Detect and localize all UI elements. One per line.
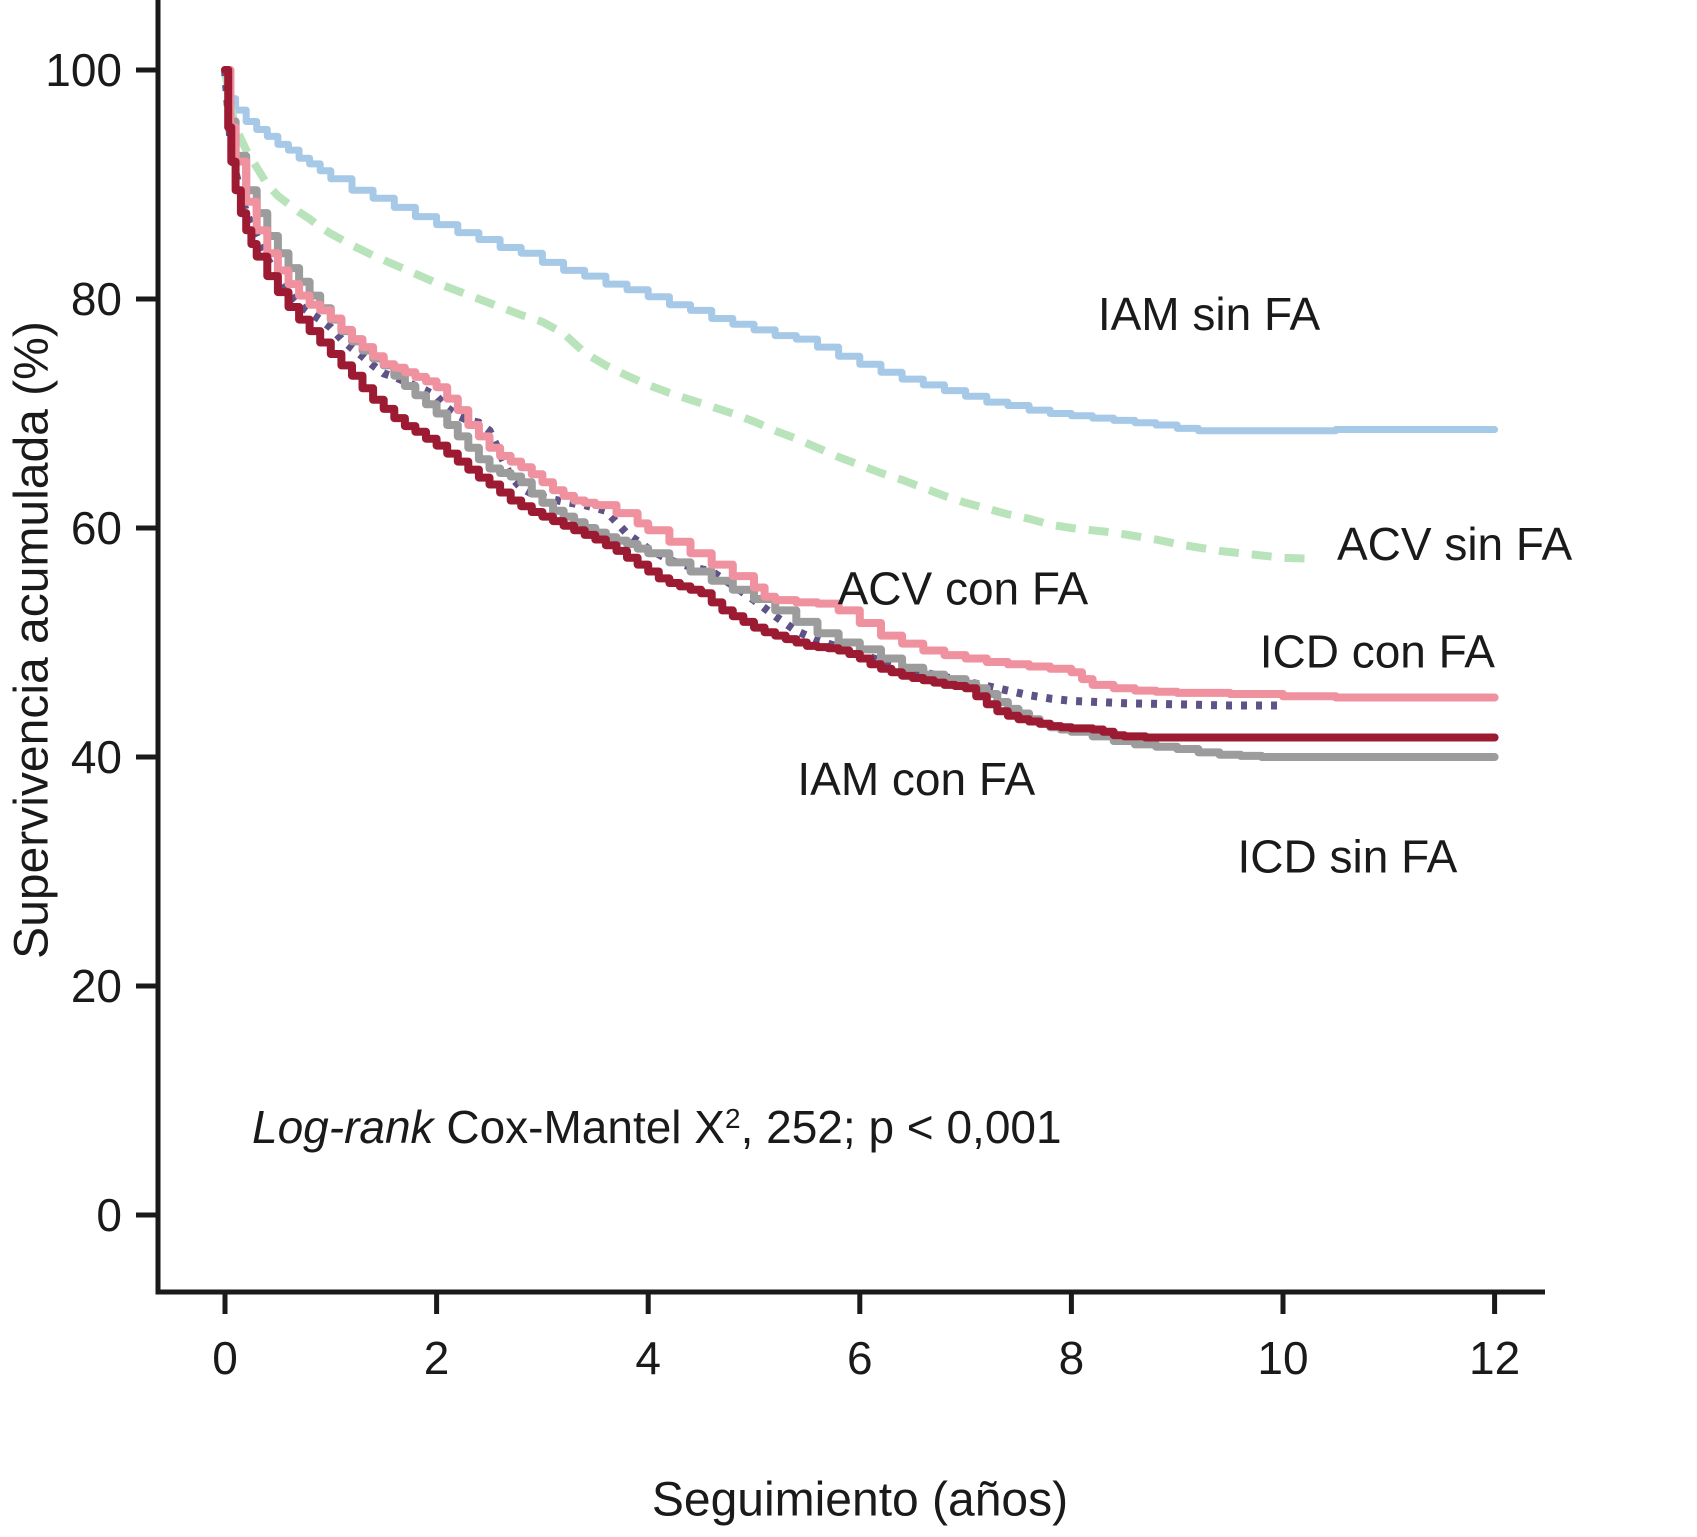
series-line-iam-sin-fa <box>221 66 1499 435</box>
series-label-acv-sin-fa: ACV sin FA <box>1337 518 1573 570</box>
y-axis-title: Supervivencia acumulada (%) <box>5 321 59 959</box>
series-line-acv-con-fa <box>221 66 1499 702</box>
series-label-icd-con-fa: ICD con FA <box>1260 626 1496 678</box>
x-tick-label: 2 <box>424 1332 450 1384</box>
y-tick-label: 40 <box>71 731 122 783</box>
x-tick-label: 8 <box>1059 1332 1085 1384</box>
x-tick-label: 12 <box>1469 1332 1520 1384</box>
series-line-acv-sin-fa <box>221 69 1315 563</box>
x-tick-label: 4 <box>635 1332 661 1384</box>
y-tick-label: 100 <box>45 44 122 96</box>
x-tick-label: 10 <box>1257 1332 1308 1384</box>
statistic-text: Cox-Mantel X <box>433 1101 725 1153</box>
series-label-iam-sin-fa: IAM sin FA <box>1098 288 1321 340</box>
series-line-icd-con-fa <box>221 69 1283 710</box>
x-axis-title: Seguimiento (años) <box>651 1473 1069 1527</box>
statistic-superscript: 2 <box>725 1102 741 1134</box>
x-tick-label: 0 <box>212 1332 238 1384</box>
logrank-label: Log-rank <box>252 1101 434 1153</box>
y-tick-label: 60 <box>71 502 122 554</box>
y-tick-label: 20 <box>71 960 122 1012</box>
y-tick-label: 80 <box>71 273 122 325</box>
y-tick-label: 0 <box>96 1189 122 1241</box>
series-line-iam-con-fa <box>221 66 1499 742</box>
x-tick-label: 6 <box>847 1332 873 1384</box>
logrank-annotation: Log-rank Cox-Mantel X2, 252; p < 0,001 <box>252 1100 1062 1154</box>
series-label-acv-con-fa: ACV con FA <box>838 563 1089 615</box>
series-label-icd-sin-fa: ICD sin FA <box>1238 831 1458 883</box>
series-label-iam-con-fa: IAM con FA <box>797 753 1035 805</box>
pvalue-text: , 252; p < 0,001 <box>740 1101 1062 1153</box>
